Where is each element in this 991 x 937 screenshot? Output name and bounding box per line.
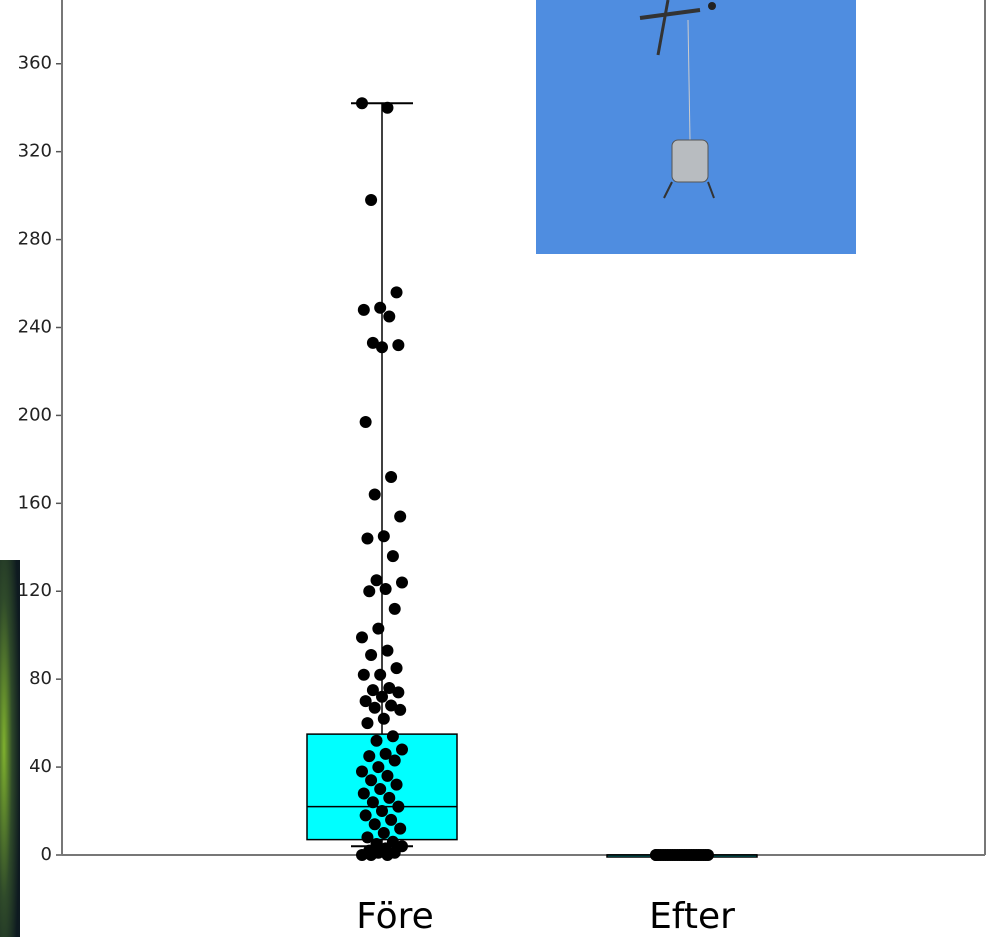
data-point	[366, 684, 379, 697]
data-point	[383, 791, 396, 804]
data-point	[392, 800, 405, 813]
data-point	[390, 662, 403, 675]
data-point	[359, 416, 372, 429]
data-point	[356, 631, 368, 644]
data-point	[383, 681, 396, 694]
data-point	[374, 301, 387, 314]
data-point	[365, 194, 378, 207]
data-point	[357, 668, 370, 681]
data-point	[702, 849, 714, 861]
data-point	[374, 783, 387, 796]
data-point	[368, 818, 381, 831]
data-point	[392, 686, 405, 699]
data-point	[385, 813, 398, 826]
data-point	[385, 699, 398, 712]
y-tick-label: 120	[18, 580, 52, 601]
data-point	[394, 822, 407, 835]
data-point	[376, 805, 388, 818]
data-point	[396, 576, 408, 589]
data-point	[680, 849, 693, 861]
y-tick-label: 80	[29, 668, 52, 689]
data-point	[357, 787, 370, 800]
data-point	[359, 809, 372, 822]
data-point	[381, 769, 394, 782]
data-point	[368, 488, 381, 501]
data-point	[374, 668, 387, 681]
data-point	[394, 510, 407, 523]
data-point	[381, 849, 394, 861]
data-point	[376, 690, 388, 703]
y-tick-label: 320	[18, 141, 52, 162]
data-point	[363, 750, 376, 763]
data-point	[381, 101, 394, 114]
data-point	[363, 585, 376, 598]
y-tick-label: 360	[18, 53, 52, 74]
data-point	[379, 747, 392, 760]
data-point	[372, 622, 385, 635]
data-point	[394, 703, 407, 716]
data-point	[370, 574, 383, 587]
data-point	[383, 310, 396, 323]
data-point	[372, 761, 385, 774]
y-tick-label: 160	[18, 492, 52, 513]
data-point	[692, 849, 705, 861]
data-point	[356, 765, 368, 778]
data-point	[361, 532, 374, 545]
data-point	[377, 530, 390, 543]
data-point	[359, 695, 372, 708]
data-point	[388, 602, 401, 615]
y-tick-label: 240	[18, 316, 52, 337]
data-point	[366, 796, 379, 809]
data-point	[659, 849, 672, 861]
data-point	[361, 717, 374, 730]
y-tick-label: 0	[41, 844, 52, 865]
data-point	[381, 644, 394, 657]
y-tick-label: 200	[18, 404, 52, 425]
data-point	[396, 743, 408, 756]
data-point	[376, 341, 388, 354]
data-point	[385, 470, 398, 483]
data-point	[365, 849, 378, 861]
data-point	[392, 339, 405, 352]
data-point	[386, 730, 399, 743]
side-photo	[0, 560, 20, 937]
data-point	[390, 778, 403, 791]
y-tick-label: 40	[29, 756, 52, 777]
data-point	[368, 701, 381, 714]
data-point	[357, 303, 370, 316]
data-point	[370, 734, 383, 747]
data-point	[356, 849, 368, 861]
inset-photo	[536, 0, 856, 254]
data-point	[386, 550, 399, 563]
data-point	[356, 97, 368, 110]
data-point	[379, 583, 392, 596]
data-point	[650, 849, 662, 861]
data-point	[388, 754, 401, 767]
y-tick-label: 280	[18, 229, 52, 250]
data-point	[366, 336, 379, 349]
data-point	[361, 831, 374, 844]
plot: 0 40 80 120 160 200 240 280 320 360 Före Efter	[18, 0, 986, 937]
data-point	[377, 712, 390, 725]
x-tick-label: Före	[356, 896, 434, 937]
data-point	[671, 849, 684, 861]
data-point	[365, 648, 378, 661]
data-point	[377, 827, 390, 840]
x-tick-label: Efter	[649, 896, 735, 937]
data-point	[365, 774, 378, 787]
data-point	[390, 286, 403, 299]
